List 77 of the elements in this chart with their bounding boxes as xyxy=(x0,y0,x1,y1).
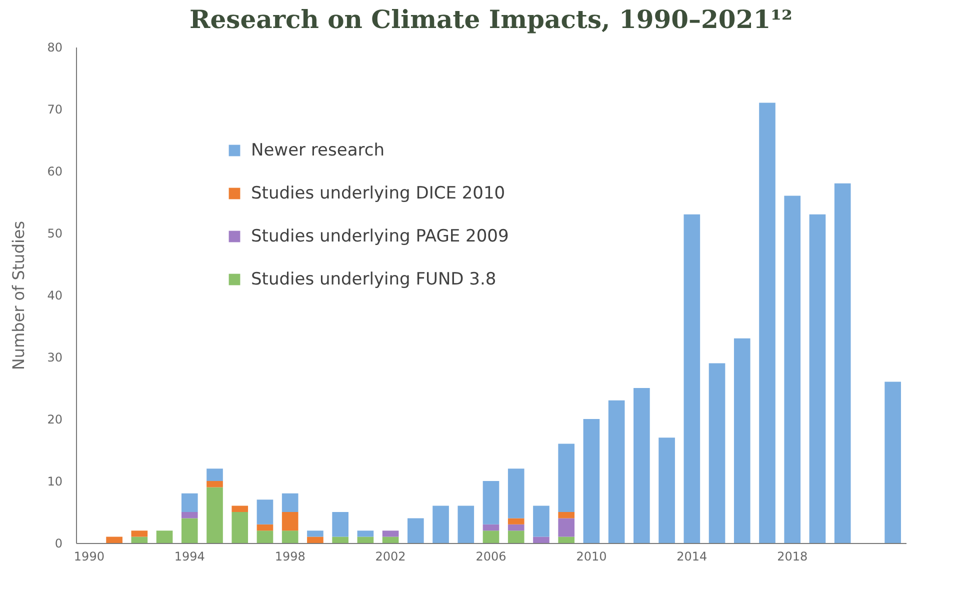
bar xyxy=(558,444,574,512)
bar xyxy=(734,338,750,543)
bar xyxy=(332,536,348,543)
bar xyxy=(206,487,223,543)
bar xyxy=(408,518,424,543)
y-axis-title: Number of Studies xyxy=(9,220,28,370)
x-tick-label: 2014 xyxy=(676,550,708,564)
x-tick-label: 1990 xyxy=(74,550,104,564)
bar xyxy=(558,536,574,543)
x-tick-label: 1994 xyxy=(174,550,205,564)
bar xyxy=(106,536,122,543)
bar xyxy=(482,524,500,531)
bar xyxy=(658,438,675,543)
bar xyxy=(256,500,274,524)
bar xyxy=(307,530,324,537)
y-tick-label: 30 xyxy=(47,350,62,364)
x-tick-label: 2002 xyxy=(375,550,406,564)
bar xyxy=(206,481,223,488)
bar xyxy=(181,518,198,543)
bar xyxy=(482,530,500,543)
bar xyxy=(282,530,298,543)
bar xyxy=(357,530,374,537)
bar xyxy=(206,468,223,481)
y-tick-label: 70 xyxy=(47,102,62,116)
bar xyxy=(608,400,625,543)
x-tick-label: 2018 xyxy=(777,550,808,564)
legend-label: Studies underlying PAGE 2009 xyxy=(251,226,509,246)
legend-label: Studies underlying DICE 2010 xyxy=(251,184,506,204)
bar xyxy=(458,506,474,543)
bar xyxy=(282,493,298,512)
bar xyxy=(508,524,524,531)
bar xyxy=(256,530,274,543)
bar xyxy=(508,530,524,543)
bar xyxy=(708,363,726,543)
legend-label: Studies underlying FUND 3.8 xyxy=(251,270,496,290)
bar xyxy=(232,506,248,512)
bar xyxy=(156,530,173,543)
bar xyxy=(533,536,550,543)
y-tick-label: 40 xyxy=(47,288,62,302)
y-tick-label: 10 xyxy=(47,474,62,488)
bar xyxy=(634,388,650,543)
bar xyxy=(482,481,500,524)
y-tick-label: 60 xyxy=(47,164,62,178)
bar xyxy=(558,518,574,537)
bar xyxy=(533,506,550,537)
bar xyxy=(181,512,198,518)
bar xyxy=(508,468,524,518)
x-tick-label: 1998 xyxy=(274,550,306,564)
legend-label: Newer research xyxy=(251,140,384,160)
bar xyxy=(558,512,574,518)
bar xyxy=(307,536,324,543)
x-tick-label: 2010 xyxy=(576,550,607,564)
bar xyxy=(684,214,700,543)
bar xyxy=(131,530,148,537)
bar xyxy=(131,536,148,543)
bar xyxy=(382,536,399,543)
bar xyxy=(282,512,298,531)
bar xyxy=(232,512,248,543)
y-tick-label: 80 xyxy=(47,40,62,54)
bar xyxy=(508,518,524,524)
bar xyxy=(357,536,374,543)
chart-title: Research on Climate Impacts, 1990–2021¹² xyxy=(189,5,793,34)
bar xyxy=(332,512,348,537)
bar xyxy=(256,524,274,531)
bar xyxy=(809,214,826,543)
bar xyxy=(884,382,901,543)
y-tick-label: 20 xyxy=(47,412,62,426)
bar xyxy=(432,506,449,543)
bar xyxy=(784,196,801,543)
y-tick-label: 50 xyxy=(47,226,62,240)
bar xyxy=(834,183,851,543)
y-tick-label: 0 xyxy=(54,536,62,550)
x-tick-label: 2006 xyxy=(476,550,506,564)
bar xyxy=(759,102,776,543)
bar xyxy=(181,493,198,512)
bar xyxy=(382,530,399,537)
bar xyxy=(583,419,600,543)
